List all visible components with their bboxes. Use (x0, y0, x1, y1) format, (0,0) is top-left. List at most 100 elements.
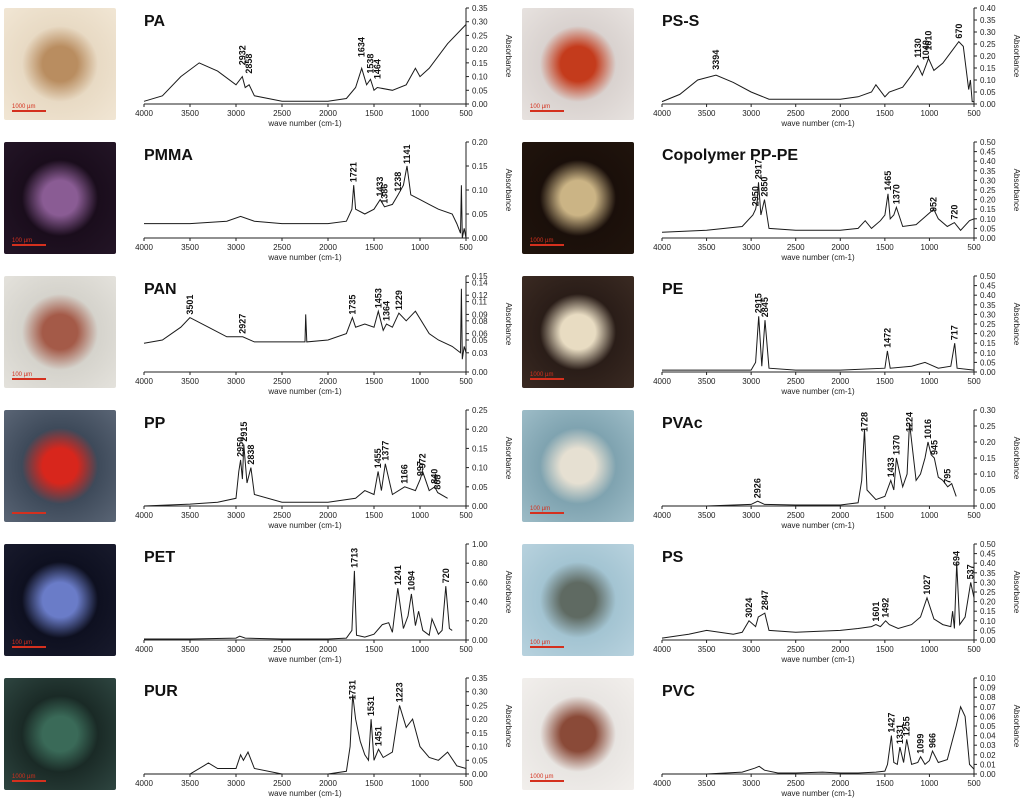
sample-photo: 100 µm (522, 8, 634, 120)
y-tick-label: 0.35 (980, 301, 996, 310)
y-tick-label: 0.09 (980, 684, 996, 693)
peak-label: 2845 (760, 297, 770, 317)
x-tick-label: 2000 (831, 779, 849, 788)
y-tick-label: 0.03 (980, 741, 996, 750)
y-tick-label: 0.15 (472, 162, 488, 171)
x-tick-label: 2500 (787, 243, 805, 252)
x-tick-label: 1000 (411, 645, 429, 654)
y-tick-label: 0.30 (980, 310, 996, 319)
y-tick-label: 0.05 (472, 210, 488, 219)
y-tick-label: 0.10 (980, 470, 996, 479)
sample-photo: 1000 µm (4, 678, 116, 790)
scale-bar (530, 646, 564, 648)
y-tick-label: 0.00 (980, 502, 996, 511)
peak-label: 1166 (400, 464, 410, 484)
y-tick-label: 0.00 (980, 770, 996, 779)
x-tick-label: 1500 (876, 779, 894, 788)
y-tick-label: 0.20 (980, 52, 996, 61)
x-axis-label: wave number (cm-1) (780, 253, 855, 262)
x-tick-label: 2500 (273, 377, 291, 386)
scale-bar (12, 780, 46, 782)
y-tick-label: 0.20 (472, 715, 488, 724)
x-tick-label: 500 (459, 645, 473, 654)
y-tick-label: 0.15 (472, 272, 488, 281)
y-axis-label: Absorbance (504, 35, 512, 78)
x-tick-label: 3500 (698, 779, 716, 788)
x-tick-label: 4000 (135, 645, 153, 654)
peak-label: 945 (929, 440, 939, 455)
x-axis-label: wave number (cm-1) (780, 655, 855, 664)
x-tick-label: 2000 (319, 645, 337, 654)
chart-title: PP (144, 415, 166, 432)
y-tick-label: 0.30 (980, 176, 996, 185)
y-tick-label: 0.40 (980, 4, 996, 13)
x-tick-label: 500 (967, 243, 981, 252)
y-tick-label: 0.05 (980, 358, 996, 367)
spectrum-line (143, 444, 448, 507)
y-tick-label: 0.10 (472, 743, 488, 752)
y-tick-label: 0.40 (980, 157, 996, 166)
x-tick-label: 4000 (135, 377, 153, 386)
peak-label: 720 (441, 568, 451, 583)
y-tick-label: 0.02 (980, 751, 996, 760)
y-tick-label: 0.15 (980, 607, 996, 616)
y-tick-label: 0.35 (980, 167, 996, 176)
scale-bar-label: 100 µm (530, 506, 551, 512)
y-tick-label: 0.08 (980, 693, 996, 702)
x-axis-label: wave number (cm-1) (780, 119, 855, 128)
peak-label: 1331 (895, 724, 905, 744)
peak-label: 1370 (891, 184, 901, 204)
spectrum-chart: PVAc 4000 3500 3000 2500 2000 1500 1000 500 wave … (653, 406, 1020, 530)
y-tick-label: 0.35 (472, 4, 488, 13)
sample-photo: 1000 µm (4, 8, 116, 120)
y-tick-label: 0.00 (472, 368, 488, 377)
y-tick-label: 0.40 (980, 291, 996, 300)
x-tick-label: 3500 (698, 243, 716, 252)
x-tick-label: 1500 (365, 109, 383, 118)
y-tick-label: 0.00 (980, 636, 996, 645)
peak-label: 2858 (244, 54, 254, 74)
x-tick-label: 4000 (135, 109, 153, 118)
peak-label: 1464 (372, 59, 382, 79)
spectrum-line (143, 288, 467, 360)
y-tick-label: 0.05 (472, 336, 488, 345)
spectrum-line (662, 705, 975, 775)
peak-label: 808 (433, 475, 443, 490)
sample-photo: 100 µm (4, 544, 116, 656)
y-axis-label: Absorbance (504, 303, 512, 346)
x-tick-label: 2000 (831, 511, 849, 520)
y-tick-label: 0.20 (980, 438, 996, 447)
x-tick-label: 1500 (365, 645, 383, 654)
peak-label: 717 (950, 325, 960, 340)
x-tick-label: 500 (967, 779, 981, 788)
x-tick-label: 3000 (227, 243, 245, 252)
scale-bar-label: 1000 µm (530, 238, 554, 244)
y-tick-label: 0.20 (980, 330, 996, 339)
x-tick-label: 1500 (365, 243, 383, 252)
sample-photo: 1000 µm (522, 276, 634, 388)
x-tick-label: 1500 (876, 511, 894, 520)
x-tick-label: 2000 (319, 377, 337, 386)
y-tick-label: 0.01 (980, 760, 996, 769)
y-tick-label: 0.20 (980, 598, 996, 607)
y-tick-label: 0.05 (980, 224, 996, 233)
y-tick-label: 0.60 (472, 578, 488, 587)
x-tick-label: 1000 (921, 377, 939, 386)
spectrum-line (662, 422, 957, 507)
x-axis-label: wave number (cm-1) (267, 521, 342, 530)
y-tick-label: 0.09 (472, 310, 488, 319)
scale-bar (12, 378, 46, 380)
y-tick-label: 0.40 (980, 559, 996, 568)
y-axis-label: Absorbance (504, 705, 512, 748)
x-tick-label: 3500 (181, 511, 199, 520)
peak-label: 1224 (905, 412, 915, 432)
y-tick-label: 0.00 (980, 100, 996, 109)
spectrum-chart: PA 4000 3500 3000 2500 2000 1500 1000 500 wave nu… (135, 4, 512, 128)
scale-bar-label: 100 µm (12, 640, 33, 646)
x-tick-label: 1000 (921, 779, 939, 788)
peak-label: 2950 (236, 437, 246, 457)
spectrum-chart: PET 4000 3500 3000 2500 2000 1500 1000 500 wave n… (135, 540, 512, 664)
x-tick-label: 500 (459, 511, 473, 520)
x-tick-label: 3000 (742, 243, 760, 252)
peak-label: 2838 (246, 445, 256, 465)
